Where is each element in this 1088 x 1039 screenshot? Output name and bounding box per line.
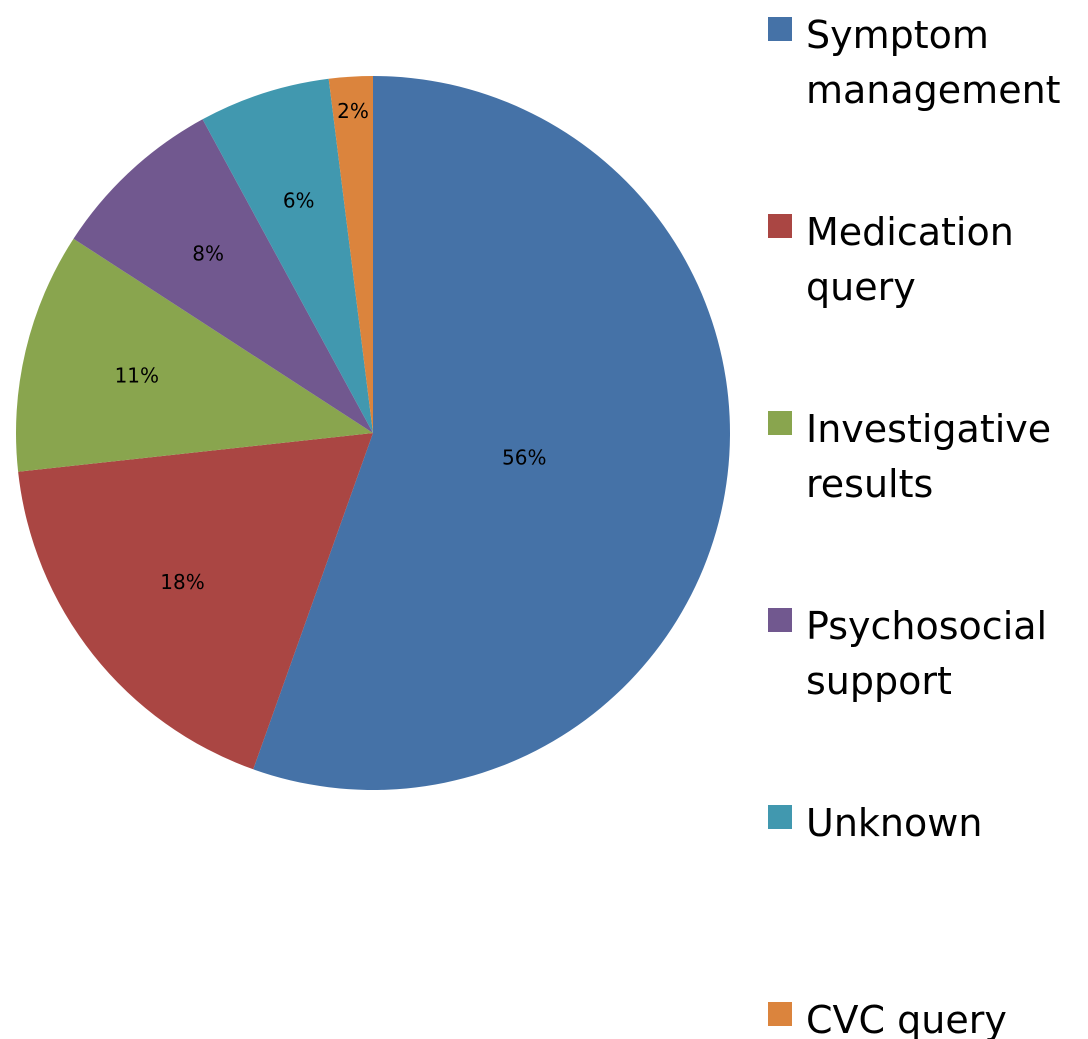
legend-swatch bbox=[768, 17, 792, 41]
legend-swatch bbox=[768, 214, 792, 238]
pie-slice bbox=[202, 78, 373, 434]
legend-swatch bbox=[768, 608, 792, 632]
data-label: 6% bbox=[283, 188, 315, 212]
legend-item: CVC query bbox=[768, 993, 1088, 1039]
legend-item: Medication query bbox=[768, 205, 1088, 315]
pie-slice bbox=[15, 238, 373, 472]
pie-slice bbox=[328, 76, 373, 433]
data-label: 56% bbox=[502, 446, 546, 470]
legend-label: Symptom management bbox=[806, 13, 1061, 112]
legend-item: Psychosocial support bbox=[768, 599, 1088, 709]
legend-swatch bbox=[768, 411, 792, 435]
legend-swatch bbox=[768, 1002, 792, 1026]
legend-label: CVC query bbox=[806, 998, 1007, 1039]
legend-label: Psychosocial support bbox=[806, 604, 1048, 703]
data-label: 18% bbox=[160, 570, 204, 594]
data-label: 11% bbox=[115, 363, 159, 387]
data-label: 8% bbox=[192, 241, 224, 265]
legend-swatch bbox=[768, 805, 792, 829]
legend-label: Investigative results bbox=[806, 407, 1052, 506]
pie-slice bbox=[18, 433, 374, 770]
legend-label: Unknown bbox=[806, 801, 983, 845]
legend-item: Symptom management bbox=[768, 8, 1088, 118]
chart: 56% 18% 11% 8% 6% 2% bbox=[15, 76, 731, 790]
legend-item: Investigative results bbox=[768, 402, 1088, 512]
legend-item: Unknown bbox=[768, 796, 1088, 851]
legend-label: Medication query bbox=[806, 210, 1014, 309]
pie-slice bbox=[73, 119, 374, 433]
pie-slice bbox=[253, 76, 731, 790]
data-label: 2% bbox=[337, 99, 369, 123]
